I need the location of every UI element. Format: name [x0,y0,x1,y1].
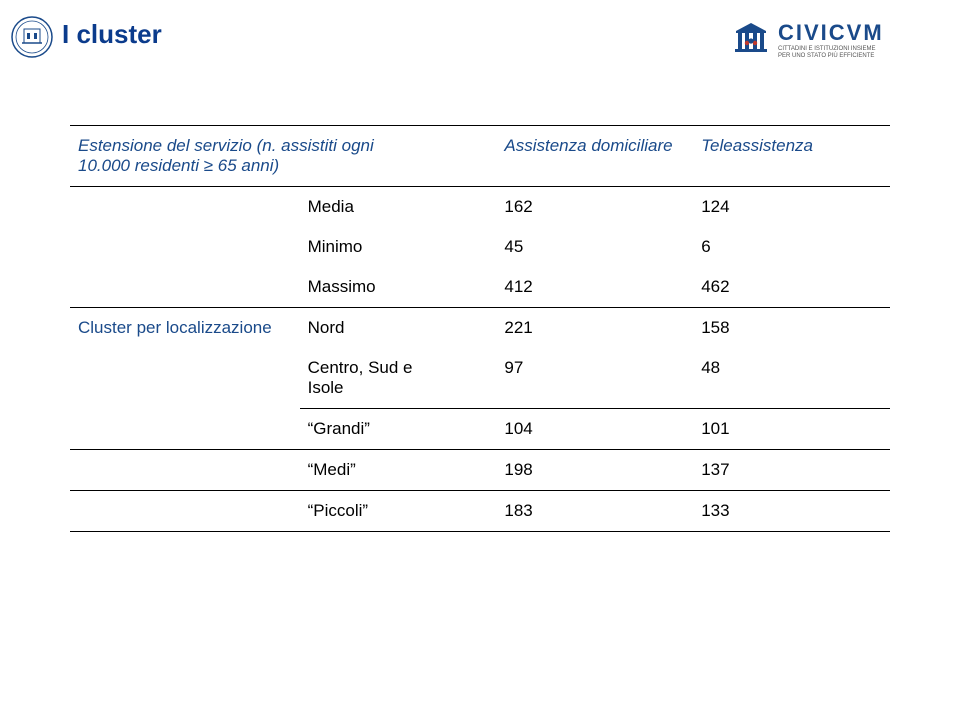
stat-row-minimo: Minimo 45 6 [70,227,890,267]
stat-row-media: Media 162 124 [70,187,890,228]
group1-row-nord: Cluster per localizzazione Nord 221 158 [70,308,890,349]
stat-value: 45 [496,227,693,267]
cell-value: 133 [693,491,890,532]
header-col1-line1: Estensione del servizio (n. assistiti og… [78,136,374,155]
stat-row-massimo: Massimo 412 462 [70,267,890,308]
stat-label: Media [300,187,497,228]
header-col1-line2: 10.000 residenti ≥ 65 anni) [78,156,279,175]
stat-value: 6 [693,227,890,267]
stat-value: 412 [496,267,693,308]
header-col1: Estensione del servizio (n. assistiti og… [70,126,496,187]
civicum-name: CIVICVM [778,20,884,46]
civicum-logo: CIVICVM CITTADINI E ISTITUZIONI INSIEME … [730,15,930,65]
group1-label-text: Cluster per localizzazione [78,318,272,337]
cell-value: 97 [496,348,693,409]
header-col3: Teleassistenza [693,126,890,187]
cell-value: 183 [496,491,693,532]
cell-value: 221 [496,308,693,349]
cell-value: 101 [693,409,890,450]
group1-label: Cluster per localizzazione [70,308,300,409]
header: I cluster CIVICVM CITTADINI E ISTITUZION… [0,0,960,65]
civicum-tagline-2: PER UNO STATO PIÙ EFFICIENTE [778,53,884,60]
group2-row-piccoli: “Piccoli” 183 133 [70,491,890,532]
stat-value: 462 [693,267,890,308]
row-label: Centro, Sud e Isole [300,348,497,409]
cell-value: 158 [693,308,890,349]
stat-label: Minimo [300,227,497,267]
stat-value: 124 [693,187,890,228]
row-label: “Grandi” [300,409,497,450]
row-label-line2: Isole [308,378,344,397]
row-label: Nord [300,308,497,349]
group2-row-medi: “Medi” 198 137 [70,450,890,491]
stat-label: Massimo [300,267,497,308]
page-title: I cluster [62,19,162,50]
row-label: “Medi” [300,450,497,491]
stat-value: 162 [496,187,693,228]
header-left: I cluster [10,15,162,59]
cell-value: 137 [693,450,890,491]
row-label-line1: Centro, Sud e [308,358,413,377]
cell-value: 48 [693,348,890,409]
group2-row-grandi: “Grandi” 104 101 [70,409,890,450]
politecnico-logo-icon [10,15,54,59]
table-header-row: Estensione del servizio (n. assistiti og… [70,126,890,187]
civicum-logo-icon [730,19,772,61]
civicum-tagline-1: CITTADINI E ISTITUZIONI INSIEME [778,46,884,53]
cell-value: 104 [496,409,693,450]
content: Estensione del servizio (n. assistiti og… [0,65,960,532]
data-table: Estensione del servizio (n. assistiti og… [70,125,890,532]
row-label: “Piccoli” [300,491,497,532]
cell-value: 198 [496,450,693,491]
header-col2: Assistenza domiciliare [496,126,693,187]
